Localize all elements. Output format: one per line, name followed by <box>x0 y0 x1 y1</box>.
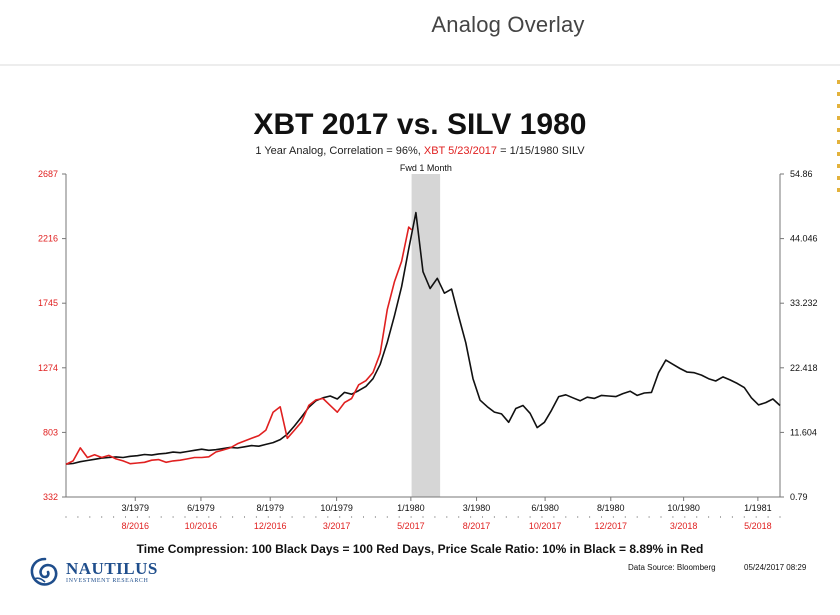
subtitle-part-red: XBT 5/23/2017 <box>423 145 498 157</box>
logo-name: NAUTILUS <box>66 559 158 578</box>
x-tick-label-red: 3/2018 <box>670 521 698 531</box>
right-tick-label: 22.418 <box>790 363 818 373</box>
x-tick-label-black: 1/1980 <box>397 503 425 513</box>
x-tick-label-black: 6/1979 <box>187 503 215 513</box>
forward-month-band <box>411 174 441 497</box>
right-tick-label: 0.79 <box>790 492 808 502</box>
subtitle-part-1: 1 Year Analog, Correlation = 96%, <box>255 145 424 157</box>
x-tick-label-red: 8/2017 <box>463 521 491 531</box>
left-tick-label: 1745 <box>38 298 58 308</box>
right-tick-label: 33.232 <box>790 298 818 308</box>
nautilus-logo: NAUTILUS INVESTMENT RESEARCH <box>28 555 158 589</box>
right-tick-label: 54.86 <box>790 169 813 179</box>
x-tick-label-black: 10/1979 <box>320 503 353 513</box>
edge-decoration <box>837 80 840 200</box>
series-line-black <box>65 211 781 465</box>
x-tick-label-black: 8/1979 <box>256 503 284 513</box>
logo-subtitle: INVESTMENT RESEARCH <box>66 578 149 584</box>
data-source: Data Source: Bloomberg <box>628 563 716 572</box>
x-tick-label-red: 12/2016 <box>254 521 287 531</box>
chart-subtitle: 1 Year Analog, Correlation = 96%, XBT 5/… <box>0 145 840 157</box>
x-tick-label-red: 5/2017 <box>397 521 425 531</box>
annotation-fwd-1-month: Fwd 1 Month <box>400 163 452 173</box>
timestamp: 05/24/2017 08:29 <box>744 563 807 572</box>
chart-title: XBT 2017 vs. SILV 1980 <box>253 108 587 141</box>
right-tick-label: 44.046 <box>790 234 818 244</box>
x-tick-label-red: 10/2017 <box>529 521 562 531</box>
left-tick-label: 2216 <box>38 234 58 244</box>
analog-overlay-chart: Fwd 1 Month 332 803 1274 1745 2216 2687 0.79 11.… <box>38 163 818 531</box>
left-tick-label: 803 <box>43 427 58 437</box>
header-divider <box>0 64 840 66</box>
right-tick-label: 11.604 <box>790 427 817 437</box>
footer-note: Time Compression: 100 Black Days = 100 R… <box>136 542 704 556</box>
subtitle-part-3: = 1/15/1980 SILV <box>497 145 585 157</box>
x-tick-label-black: 10/1980 <box>667 503 700 513</box>
x-tick-label-red: 5/2018 <box>744 521 772 531</box>
left-tick-label: 1274 <box>38 363 58 373</box>
x-tick-label-black: 3/1980 <box>463 503 491 513</box>
x-tick-label-red: 3/2017 <box>323 521 351 531</box>
nautilus-shell-icon <box>30 557 58 586</box>
series-line-red <box>65 226 413 466</box>
x-tick-label-red: 12/2017 <box>595 521 628 531</box>
x-tick-label-black: 1/1981 <box>744 503 772 513</box>
x-tick-label-black: 8/1980 <box>597 503 625 513</box>
x-tick-label-black: 3/1979 <box>121 503 149 513</box>
slide-title: Analog Overlay <box>431 12 585 37</box>
x-tick-label-red: 10/2016 <box>185 521 218 531</box>
left-tick-label: 2687 <box>38 169 58 179</box>
x-tick-label-black: 6/1980 <box>531 503 559 513</box>
left-tick-label: 332 <box>43 492 58 502</box>
x-tick-label-red: 8/2016 <box>121 521 149 531</box>
